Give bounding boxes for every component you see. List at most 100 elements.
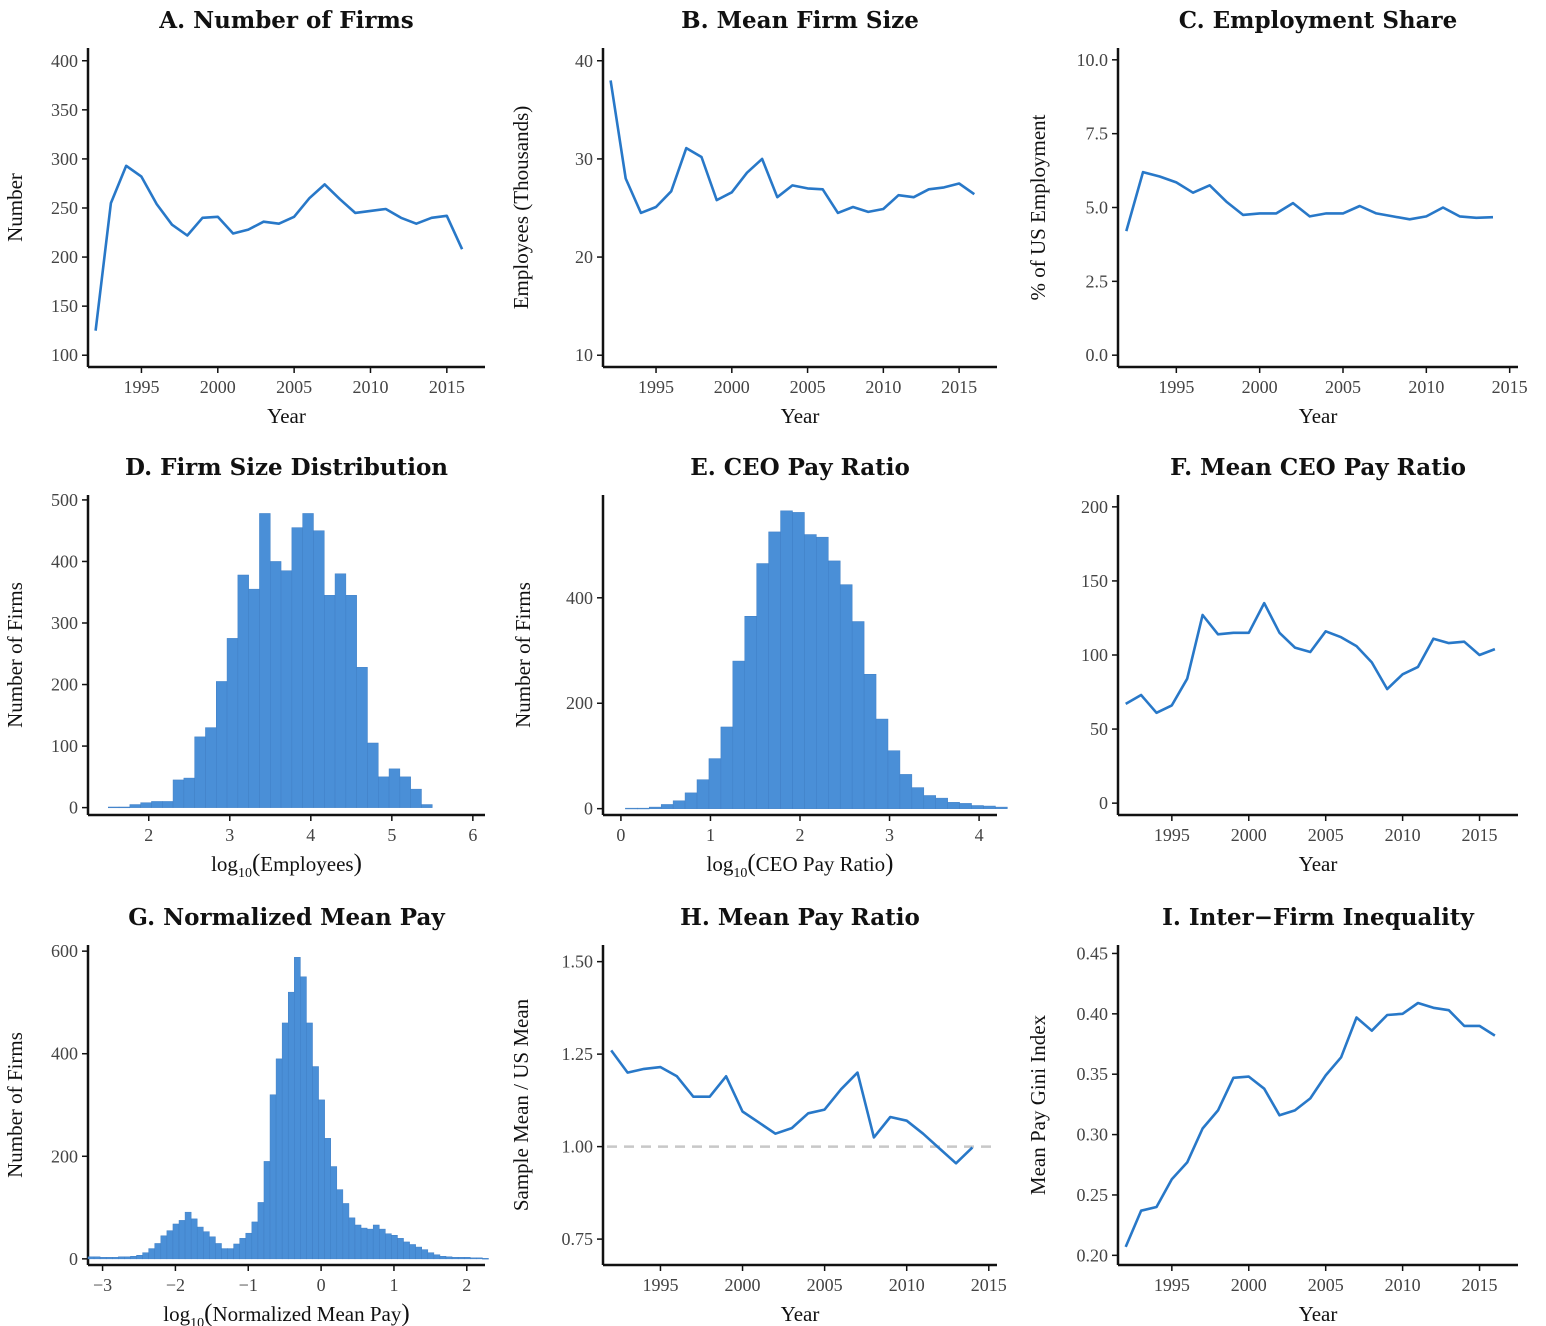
histogram-bar [684, 792, 698, 809]
histogram-bar [259, 513, 271, 808]
histogram-bar [239, 1238, 247, 1260]
histogram-bar [391, 1235, 398, 1260]
histogram-bar [923, 795, 936, 809]
panel-title: H. Mean Pay Ratio [680, 904, 920, 931]
histogram-bar [756, 563, 769, 809]
y-tick-label: 350 [51, 100, 78, 120]
x-tick-label: 2015 [1462, 1275, 1498, 1295]
x-tick-label: 2005 [790, 377, 826, 397]
x-tick-label: 2000 [1242, 377, 1278, 397]
panel-f: F. Mean CEO Pay Ratio 0 50 100 150 200 1995 200… [1081, 454, 1518, 876]
histogram-bar [399, 776, 411, 808]
x-tick-label: 1995 [1154, 825, 1190, 845]
histogram-bar [445, 1256, 453, 1260]
histogram-bar [839, 584, 853, 809]
histogram-bar [345, 595, 357, 808]
histogram-bar [792, 512, 805, 809]
histogram-bar [887, 750, 901, 809]
histogram-bar [178, 1220, 186, 1260]
y-tick-label: 100 [51, 736, 78, 756]
histogram-bar [744, 616, 757, 809]
y-tick-label: 0.45 [1077, 943, 1109, 963]
histogram-bar [312, 1066, 319, 1260]
y-tick-label: 150 [1081, 571, 1108, 591]
histogram-bar [162, 801, 174, 808]
histogram-bar [237, 574, 249, 808]
y-tick-label: 300 [51, 149, 78, 169]
histogram-bar [287, 991, 295, 1260]
series-line [1125, 170, 1494, 232]
x-tick-label: 2005 [276, 377, 312, 397]
histogram-bar [313, 530, 325, 808]
x-tick-label: 2000 [714, 377, 750, 397]
histogram-bars [625, 510, 1008, 810]
panel-h: H. Mean Pay Ratio 0.75 1.00 1.25 1.50 1995 200… [509, 904, 1007, 1326]
x-tick-label: 2000 [725, 1275, 761, 1295]
histogram-bar [672, 800, 686, 809]
y-tick-label: 0.40 [1077, 1004, 1109, 1024]
histogram-bar [130, 1256, 137, 1260]
x-tick-label: 2005 [1308, 1275, 1344, 1295]
y-tick-label: 1.25 [562, 1044, 594, 1064]
x-tick-label: 2010 [865, 377, 901, 397]
histogram-bar [294, 957, 301, 1260]
histogram-bar [482, 1258, 489, 1260]
panel-i: I. Inter−Firm Inequality 0.20 0.25 0.30 0.35… [1026, 904, 1518, 1326]
x-tick-label: 1995 [1158, 377, 1194, 397]
histogram-bar [142, 1252, 149, 1260]
x-tick-label: 4 [975, 825, 984, 845]
histogram-bar [385, 1233, 392, 1260]
histogram-bar [947, 802, 960, 809]
histogram-bar [804, 534, 817, 809]
y-tick-label: 400 [51, 551, 78, 571]
y-tick-label: 10 [575, 345, 593, 365]
series-line [94, 164, 464, 331]
histogram-bar [269, 1094, 277, 1260]
y-axis-label: Sample Mean / US Mean [509, 998, 533, 1211]
panel-c: C. Employment Share 0.0 2.5 5.0 7.5 10.0 1995 2… [1026, 7, 1528, 428]
histogram-bar [118, 1256, 125, 1260]
y-tick-label: 0.30 [1077, 1125, 1109, 1145]
histogram-bar [476, 1257, 483, 1260]
histogram-bar [354, 1224, 362, 1260]
x-tick-label: 1 [389, 1275, 398, 1295]
histogram-bar [154, 1243, 162, 1260]
histogram-bar [160, 1235, 168, 1260]
y-tick-label: 50 [1090, 719, 1108, 739]
histogram-bar [215, 1243, 222, 1260]
x-tick-label: 2015 [1462, 825, 1498, 845]
y-tick-label: 500 [51, 490, 78, 510]
x-axis-label: log10(Employees) [211, 850, 362, 881]
histogram-bar [732, 660, 746, 809]
histogram-bar [99, 1257, 107, 1260]
y-tick-label: 0.25 [1077, 1185, 1109, 1205]
histogram-bar [649, 806, 662, 809]
histogram-bar [816, 536, 829, 809]
x-tick-label: −3 [93, 1275, 112, 1295]
histogram-bar [194, 736, 206, 808]
histogram-bar [899, 774, 913, 809]
histogram-bar [379, 1228, 386, 1260]
histogram-bar [140, 802, 152, 808]
data-points [1126, 603, 1495, 713]
y-tick-label: 200 [51, 1146, 78, 1166]
x-tick-label: 2010 [1385, 1275, 1421, 1295]
histogram-bar [421, 1249, 429, 1260]
histogram-bar [330, 1166, 338, 1260]
histogram-bar [105, 1257, 113, 1260]
y-tick-label: 0 [69, 798, 78, 818]
y-axis-label: Number of Firms [3, 1032, 27, 1178]
histogram-bar [780, 510, 793, 809]
y-tick-label: 10.0 [1077, 50, 1109, 70]
x-tick-label: 1 [706, 825, 715, 845]
y-tick-label: 200 [51, 675, 78, 695]
x-tick-label: 2005 [807, 1275, 843, 1295]
histogram-bar [863, 673, 877, 809]
histogram-bar [93, 1256, 101, 1260]
x-tick-label: 2015 [1492, 377, 1528, 397]
histogram-bar [209, 1236, 216, 1260]
x-tick-label: 1995 [123, 377, 159, 397]
histogram-bar [935, 797, 948, 809]
x-tick-label: 2 [796, 825, 805, 845]
